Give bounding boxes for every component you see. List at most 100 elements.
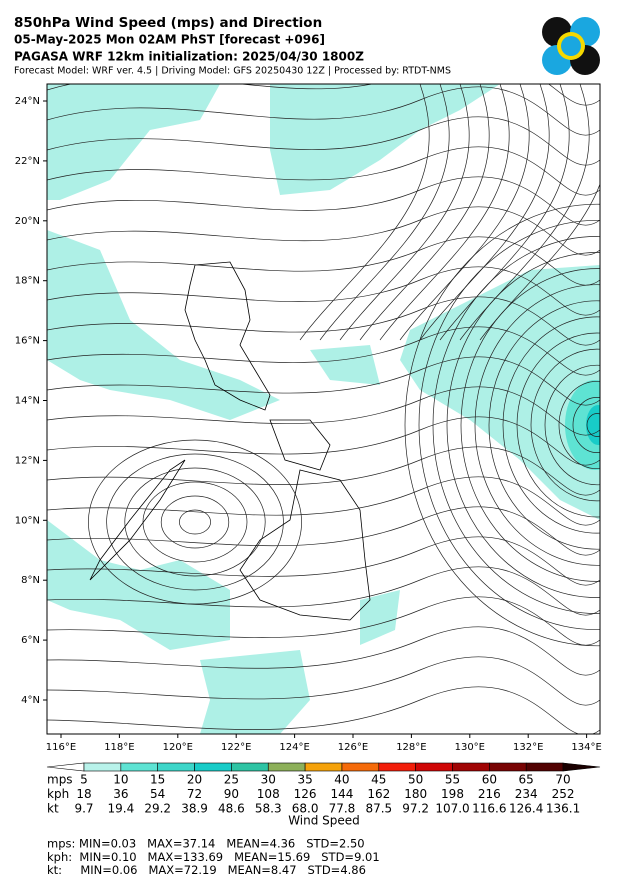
colorbar-label: 68.0 (292, 802, 319, 816)
unit-label: kt (47, 802, 59, 816)
streamline (47, 686, 600, 734)
init-line: PAGASA WRF 12km initialization: 2025/04/… (14, 50, 364, 64)
streamline (418, 220, 600, 630)
wind-shading (47, 84, 600, 734)
colorbar-label: 25 (224, 773, 239, 787)
lon-label: 122°E (221, 742, 251, 753)
streamline (319, 84, 450, 341)
streamline (544, 364, 600, 486)
colorbar-label: 30 (261, 773, 276, 787)
streamline (47, 626, 600, 676)
streamline (419, 84, 550, 341)
streamline (47, 266, 600, 316)
colorbar-label: 144 (330, 787, 353, 801)
streamline (474, 284, 600, 566)
streamline (399, 84, 530, 341)
colorbar-cell (120, 762, 158, 772)
streamline (516, 332, 600, 518)
colorbar-cell (415, 762, 453, 772)
colorbar-label: 5 (80, 773, 88, 787)
lat-label: 16°N (15, 336, 40, 347)
colorbar-label: 10 (113, 773, 128, 787)
colorbar-label: 40 (334, 773, 349, 787)
streamline (47, 176, 600, 226)
streamline (47, 446, 600, 496)
title: 850hPa Wind Speed (mps) and Direction (14, 15, 322, 31)
colorbar-label: 20 (187, 773, 202, 787)
streamline (179, 509, 211, 535)
colorbar-label: 50 (408, 773, 423, 787)
colorbar-label: 38.9 (181, 802, 208, 816)
streamline (439, 84, 570, 341)
colorbar-label: 45 (371, 773, 386, 787)
colorbar-cell (525, 762, 564, 772)
streamline (479, 84, 600, 341)
colorbar-label: 48.6 (218, 802, 245, 816)
lat-label: 6°N (21, 635, 40, 646)
lon-label: 116°E (46, 742, 76, 753)
colorbar-label: 9.7 (74, 802, 93, 816)
colorbar-extend (46, 762, 85, 772)
streamline (47, 416, 600, 466)
colorbar-label: 180 (404, 787, 427, 801)
lat-label: 20°N (15, 216, 40, 227)
colorbar-label: 54 (150, 787, 165, 801)
colorbar-label: 58.3 (255, 802, 282, 816)
colorbar-label: 29.2 (144, 802, 171, 816)
streamline (459, 84, 590, 341)
colorbar-label: 90 (224, 787, 239, 801)
lon-label: 128°E (396, 742, 426, 753)
colorbar-cell (304, 762, 343, 772)
colorbar-label: 162 (367, 787, 390, 801)
colorbar-cell (194, 762, 232, 772)
lon-label: 124°E (279, 742, 309, 753)
streamline (47, 596, 600, 646)
streamline (47, 236, 600, 286)
streamline (460, 268, 600, 582)
colorbar-title: Wind Speed (288, 814, 360, 828)
colorbar-cell (267, 762, 306, 772)
streamline (586, 413, 600, 437)
colorbar-label: 216 (478, 787, 501, 801)
colorbar-extend (562, 762, 601, 772)
colorbar-label: 55 (445, 773, 460, 787)
lat-label: 22°N (15, 156, 40, 167)
streamline (47, 84, 600, 106)
stat-line: kt: MIN=0.06 MAX=72.19 MEAN=8.47 STD=4.8… (47, 863, 366, 877)
colorbar-cell (378, 762, 416, 772)
colorbar-label: 116.6 (472, 802, 506, 816)
streamline (558, 380, 600, 470)
streamline (106, 453, 284, 591)
colorbar-label: 136.1 (546, 802, 580, 816)
streamline (47, 386, 600, 436)
colorbar-label: 65 (519, 773, 534, 787)
streamline (47, 116, 600, 166)
colorbar-label: 72 (187, 787, 202, 801)
colorbar-label: 97.2 (402, 802, 429, 816)
streamline (47, 296, 600, 346)
streamline (47, 206, 600, 256)
colorbar-label: 19.4 (107, 802, 134, 816)
colorbar-label: 35 (297, 773, 312, 787)
colorbar-label: 77.8 (329, 802, 356, 816)
streamline (488, 300, 600, 550)
coastline (89, 261, 371, 621)
map-frame (46, 83, 601, 735)
lat-label: 8°N (21, 575, 40, 586)
lon-label: 134°E (571, 742, 601, 753)
lon-label: 118°E (104, 742, 134, 753)
streamline (446, 252, 600, 598)
streamline (379, 84, 510, 341)
streamline (47, 476, 600, 526)
streamline (359, 84, 490, 341)
lat-label: 24°N (15, 96, 40, 107)
streamline (47, 326, 600, 376)
colorbar-label: 70 (555, 773, 570, 787)
stat-line: mps: MIN=0.03 MAX=37.14 MEAN=4.36 STD=2.… (47, 837, 365, 851)
colorbar-cell (157, 762, 195, 772)
streamline (160, 495, 230, 549)
logo (542, 17, 600, 75)
streamline (502, 316, 600, 534)
streamline (572, 397, 600, 453)
